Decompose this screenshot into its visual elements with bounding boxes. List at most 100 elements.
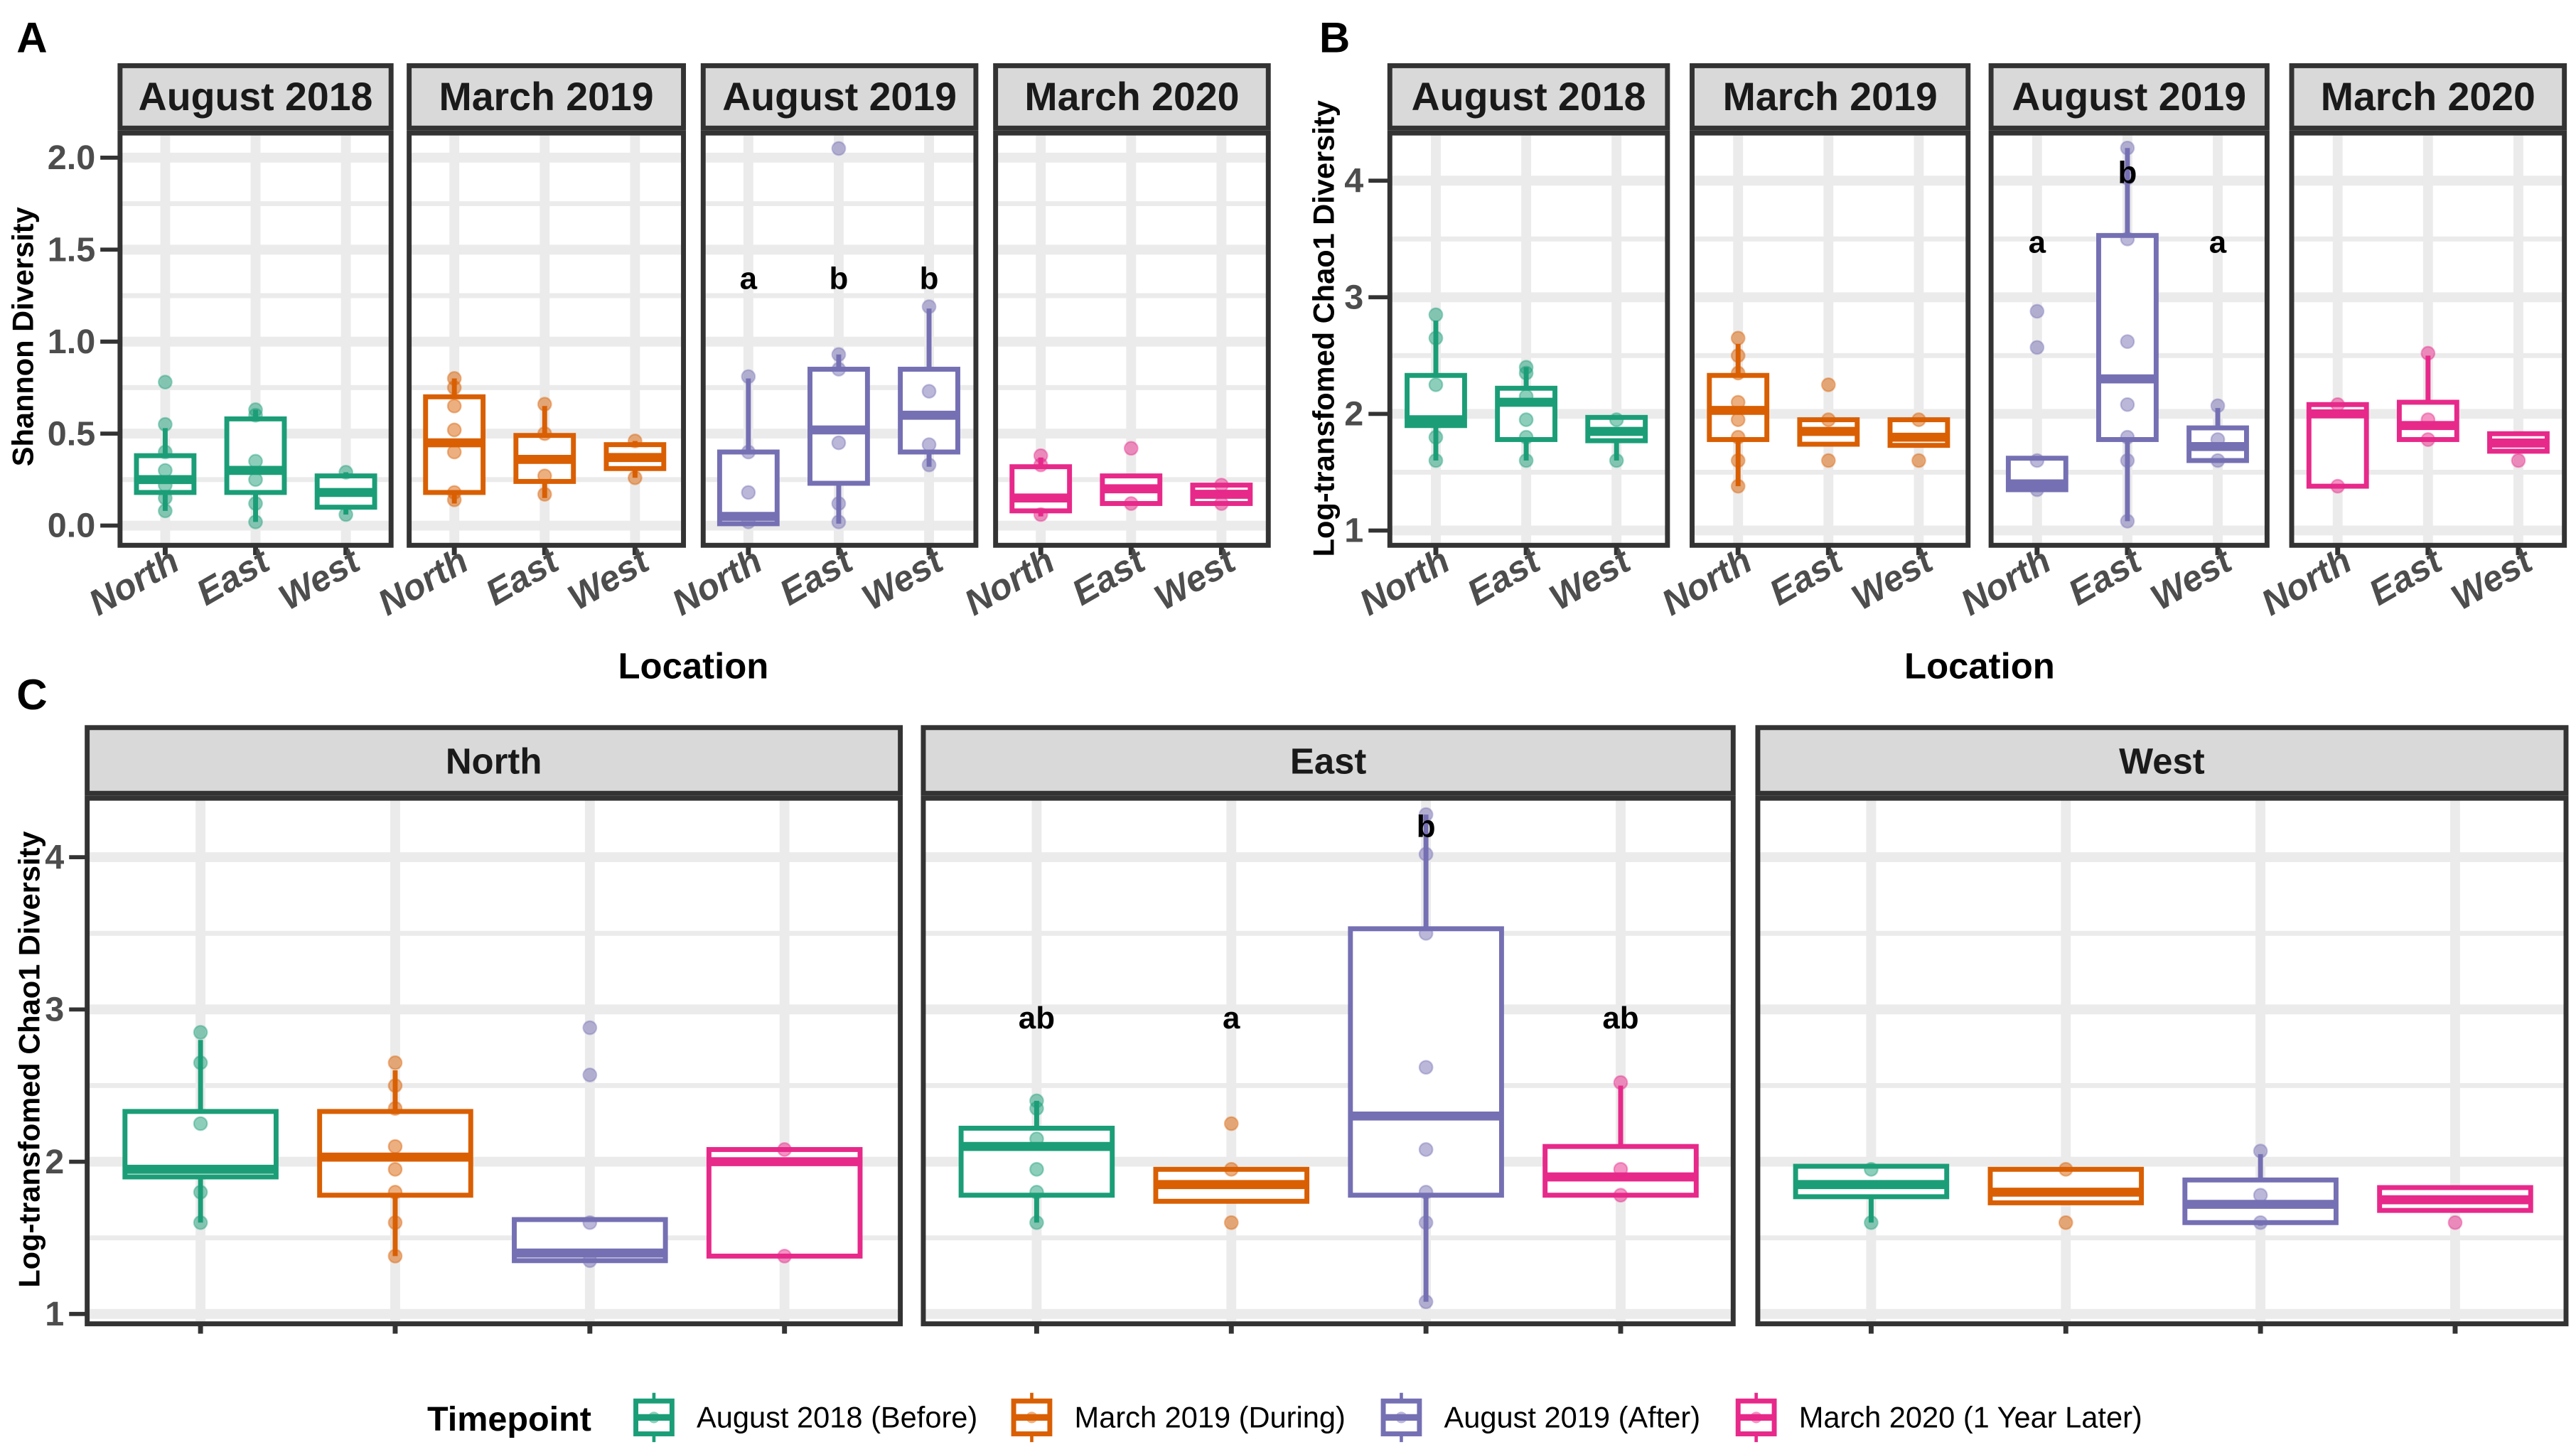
y-tick-label: 1 xyxy=(1344,512,1363,550)
y-tick-label: 1 xyxy=(45,1295,64,1333)
data-point xyxy=(2447,1215,2463,1230)
data-point xyxy=(1214,496,1229,511)
data-point xyxy=(1864,1215,1879,1230)
data-point xyxy=(158,463,173,478)
data-point xyxy=(1518,389,1534,404)
legend-key-icon xyxy=(1380,1392,1422,1443)
plot-area xyxy=(1757,798,2566,1324)
data-point xyxy=(387,1139,403,1154)
x-tick-label: West xyxy=(855,539,951,618)
panel-border xyxy=(993,130,1271,548)
facet-strip xyxy=(407,63,687,131)
y-tick-label: 4 xyxy=(45,838,64,876)
facet-title: March 2020 xyxy=(2321,75,2535,119)
data-point xyxy=(1214,478,1229,493)
data-point xyxy=(1033,507,1048,522)
legend-title: Timepoint xyxy=(427,1400,591,1438)
data-point xyxy=(1609,412,1624,427)
data-point xyxy=(1428,429,1444,445)
data-point xyxy=(1820,377,1836,392)
data-point xyxy=(1123,441,1139,456)
facet-strip xyxy=(700,63,979,131)
x-tick-label: East xyxy=(1460,539,1547,613)
panel-border xyxy=(117,130,394,548)
data-point xyxy=(777,1142,793,1157)
data-point xyxy=(2120,171,2135,186)
data-point xyxy=(1418,1215,1434,1230)
data-point xyxy=(582,1253,598,1269)
data-point xyxy=(1730,348,1746,363)
data-point xyxy=(2253,1144,2268,1158)
facet-strip xyxy=(1690,63,1971,131)
data-point xyxy=(1223,1215,1239,1230)
data-point xyxy=(2253,1188,2268,1203)
y-axis-title: Log-transfomed Chao1 Diversity xyxy=(13,831,46,1287)
data-point xyxy=(158,503,173,519)
plot-area xyxy=(1991,133,2268,546)
data-point xyxy=(248,407,263,423)
data-point xyxy=(2120,231,2135,247)
data-point xyxy=(627,470,643,485)
x-tick-label: West xyxy=(1542,539,1638,618)
data-point xyxy=(627,434,643,448)
facet-title: March 2019 xyxy=(439,75,654,119)
plot-area xyxy=(409,133,684,546)
data-point xyxy=(2029,303,2045,319)
data-point xyxy=(2330,397,2346,412)
data-point xyxy=(1223,1161,1239,1177)
data-point xyxy=(2029,453,2045,468)
data-point xyxy=(1418,1142,1434,1157)
panel-border xyxy=(1988,130,2270,548)
data-point xyxy=(1730,478,1746,494)
data-point xyxy=(1418,1060,1434,1075)
x-tick-label: North xyxy=(957,540,1061,623)
data-point xyxy=(1418,925,1434,941)
data-point xyxy=(2420,432,2436,447)
data-point xyxy=(831,347,847,362)
data-point xyxy=(741,514,756,529)
x-tick-label: West xyxy=(272,539,367,618)
facet-strip xyxy=(1387,63,1670,131)
plot-area xyxy=(119,133,392,546)
facet-strip xyxy=(993,63,1271,131)
data-point xyxy=(537,426,552,441)
data-point xyxy=(158,416,173,432)
data-point xyxy=(2120,513,2135,529)
plot-area xyxy=(923,798,1734,1324)
data-point xyxy=(2210,432,2226,447)
data-point xyxy=(1518,429,1534,445)
x-tick-label: East xyxy=(2061,539,2149,613)
x-tick-label: East xyxy=(773,539,860,613)
data-point xyxy=(1609,453,1624,468)
data-point xyxy=(387,1185,403,1200)
data-point xyxy=(1428,453,1444,468)
data-point xyxy=(1418,1294,1434,1310)
data-point xyxy=(1029,1131,1044,1146)
panel-border xyxy=(85,795,903,1327)
data-point xyxy=(1518,453,1534,468)
data-point xyxy=(2120,453,2135,468)
data-point xyxy=(741,369,756,384)
data-point xyxy=(158,490,173,506)
data-point xyxy=(1123,496,1139,511)
data-point xyxy=(921,384,937,399)
significance-letter: a xyxy=(2029,225,2046,260)
y-tick-label: 1.5 xyxy=(48,230,95,269)
y-axis-title: Log-transfomed Chao1 Diversity xyxy=(1307,100,1341,556)
x-tick-label: West xyxy=(1845,539,1941,618)
data-point xyxy=(921,457,937,473)
y-tick-label: 0.5 xyxy=(48,414,95,453)
panel-border xyxy=(1387,130,1670,548)
data-point xyxy=(1911,453,1926,468)
data-point xyxy=(446,492,462,507)
facet-strip xyxy=(117,63,394,131)
y-tick-label: 3 xyxy=(1344,278,1363,316)
legend-label: March 2019 (During) xyxy=(1075,1400,1346,1433)
facet-title: East xyxy=(1290,741,1366,781)
x-tick-label: East xyxy=(2362,539,2449,613)
x-tick-label: North xyxy=(665,540,769,623)
data-point xyxy=(582,1067,598,1082)
data-point xyxy=(158,478,173,493)
data-point xyxy=(446,380,462,395)
